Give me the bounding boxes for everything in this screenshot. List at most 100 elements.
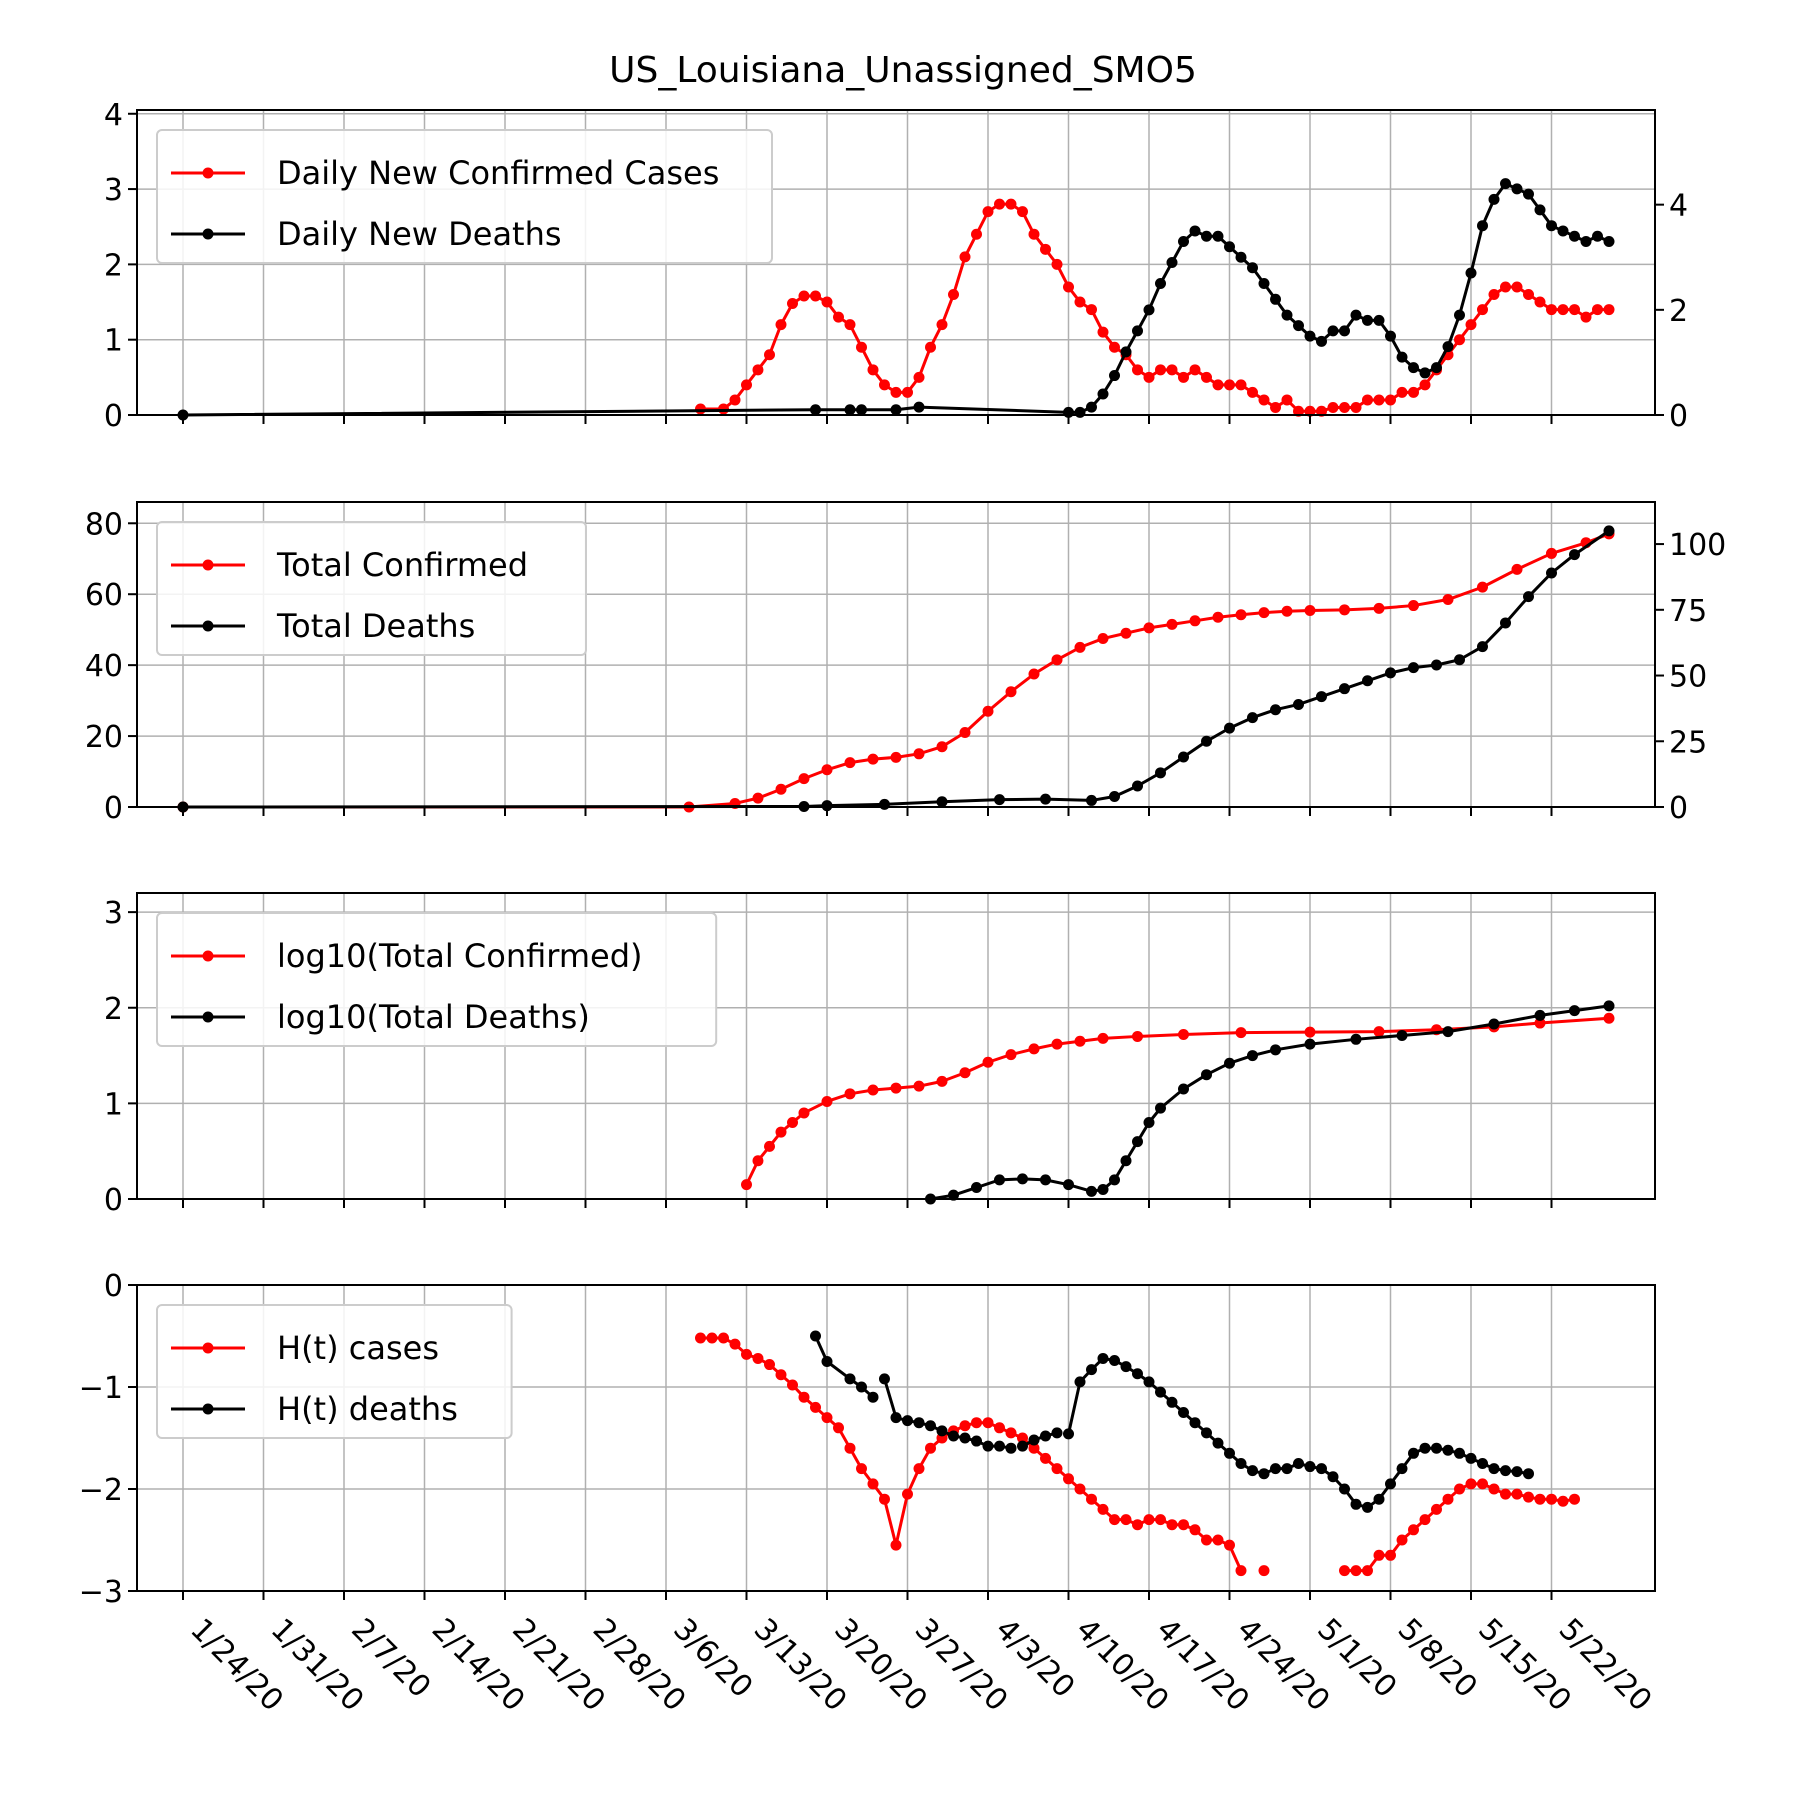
data-point [1005, 1442, 1017, 1454]
data-point [1143, 371, 1155, 383]
data-point [1293, 320, 1304, 332]
data-point [1120, 1514, 1132, 1526]
data-point [948, 1189, 959, 1201]
data-point [1603, 1000, 1615, 1012]
data-point [890, 751, 902, 763]
data-point [1293, 405, 1304, 417]
data-point [1201, 735, 1212, 747]
data-point [1201, 1069, 1212, 1081]
y-tick-label: 1 [104, 324, 123, 359]
data-point [1235, 609, 1247, 621]
data-point [994, 1440, 1005, 1452]
data-point [1086, 1364, 1097, 1376]
data-point [1051, 258, 1063, 270]
axes-frame [136, 1284, 1656, 1592]
data-point [1511, 183, 1523, 195]
data-point [729, 1338, 741, 1350]
data-point [810, 1330, 821, 1342]
data-point [1385, 1549, 1396, 1561]
data-point [1385, 1478, 1396, 1490]
data-point [1281, 309, 1293, 321]
data-point [1247, 1050, 1258, 1062]
data-point [1143, 622, 1155, 634]
data-point [729, 394, 741, 406]
y-tick-label: 3 [104, 896, 123, 931]
legend: Daily New Confirmed Cases Daily New Death… [156, 129, 773, 264]
data-point [867, 364, 879, 376]
data-point [1074, 296, 1086, 308]
data-point [1109, 790, 1120, 802]
data-point [1488, 1018, 1500, 1030]
data-point [959, 727, 971, 739]
data-point [1316, 335, 1327, 347]
data-point [798, 1107, 810, 1119]
data-point [1212, 1437, 1224, 1449]
data-point [1005, 686, 1017, 698]
data-point [913, 1463, 925, 1475]
legend-marker [202, 1403, 214, 1415]
data-point [741, 1179, 752, 1191]
data-point [1178, 1029, 1189, 1041]
data-point [1155, 1514, 1166, 1526]
data-point [1546, 220, 1557, 232]
data-point [856, 1463, 867, 1475]
x-tick-label: 5/8/20 [1391, 1612, 1484, 1705]
data-point [1189, 1417, 1201, 1429]
data-point [1074, 1376, 1086, 1388]
data-point [1477, 1458, 1488, 1469]
data-point [1454, 334, 1465, 346]
data-point [1304, 330, 1316, 342]
data-point [1569, 1005, 1580, 1017]
series-log10-total-deaths- [925, 1000, 1615, 1205]
data-point [1074, 406, 1086, 418]
data-point [764, 1359, 775, 1371]
y-tick-label: 1 [104, 1087, 123, 1122]
data-point [1373, 1549, 1385, 1561]
data-point [936, 1075, 948, 1087]
data-point [1235, 379, 1247, 391]
legend-label: log10(Total Confirmed) [277, 937, 643, 975]
data-point [1017, 1440, 1028, 1452]
series-h-t-deaths [810, 1330, 1534, 1513]
data-point [1350, 1565, 1362, 1577]
data-point [1293, 698, 1304, 710]
legend-box [156, 912, 718, 1047]
data-point [1178, 751, 1189, 763]
data-point [1120, 1155, 1132, 1167]
y2-tick-label: 0 [1669, 399, 1688, 434]
data-point [1442, 341, 1454, 353]
data-point [1097, 326, 1109, 338]
series-daily-new-confirmed-cases [695, 198, 1615, 417]
data-point [959, 1420, 971, 1432]
data-point [994, 794, 1005, 806]
y-tick-label: 40 [85, 649, 123, 684]
data-point [1166, 1396, 1178, 1408]
data-point [879, 1373, 890, 1385]
data-point [821, 1095, 833, 1107]
data-point [1235, 1027, 1247, 1039]
data-point [1120, 627, 1132, 639]
data-point [1201, 1534, 1212, 1546]
data-point [1005, 1049, 1017, 1061]
data-point [1603, 525, 1615, 537]
data-point [1350, 401, 1362, 413]
data-point [1304, 1038, 1316, 1050]
data-point [1212, 230, 1224, 242]
data-point [1546, 567, 1557, 579]
series-line [930, 1004, 1610, 1201]
legend-marker [202, 167, 214, 179]
data-point [1258, 607, 1270, 619]
data-point [1270, 293, 1281, 305]
data-point [1304, 605, 1316, 617]
data-point [1189, 615, 1201, 627]
y-tick-label: 4 [104, 98, 123, 133]
legend-label: Daily New Deaths [277, 215, 562, 253]
data-point [1431, 1442, 1442, 1454]
data-point [913, 748, 925, 760]
data-point [1086, 1493, 1097, 1505]
series-total-confirmed [177, 528, 1615, 813]
data-point [1534, 1017, 1546, 1029]
legend-box [156, 521, 587, 656]
data-point [844, 757, 856, 769]
data-point [1465, 319, 1477, 331]
